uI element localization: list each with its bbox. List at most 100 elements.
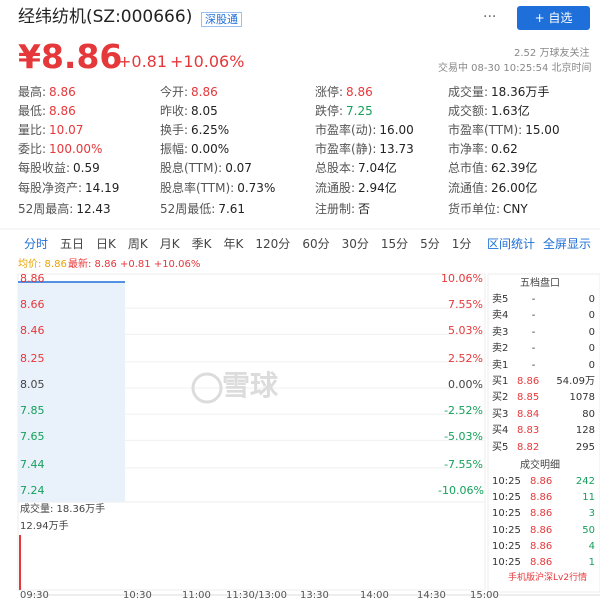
price-tick: 7.85 [20,404,45,418]
order-price: - [531,326,536,338]
trade-time: 10:25 [492,524,521,536]
trade-volume: 1 [588,557,595,568]
chart-tab[interactable]: 月K [159,237,180,251]
stat-label: 最高: [18,85,47,99]
trade-volume: 4 [588,540,595,552]
price-tick: 7.24 [20,484,45,497]
legend-avg: 均价: 8.86 [18,259,67,270]
time-tick: 10:30 [123,590,152,601]
chart-tab[interactable]: 1分 [451,237,472,251]
stat-value: 8.05 [191,104,218,118]
stat-label: 市盈率(静): [315,142,377,156]
price-change: +0.81 [118,52,168,71]
price-tick: 8.86 [20,272,45,285]
order-side: 卖3 [492,326,509,338]
stat-label: 52周最高: [18,202,74,216]
stat-label: 换手: [160,123,189,137]
chart-tab[interactable]: 120分 [255,237,291,251]
order-volume: 1078 [569,392,595,404]
stat-value: 0.07 [225,161,252,175]
stat-value: 16.00 [379,123,414,137]
stat-value: 15.00 [525,123,560,137]
stat-label: 总市值: [448,161,489,175]
order-side: 买4 [492,425,509,437]
trade-time: 10:25 [492,492,521,504]
pct-tick: 7.55% [448,298,483,312]
stat-value: 7.61 [218,202,246,216]
chart-tab[interactable]: 60分 [302,237,330,251]
order-side: 卖4 [492,310,509,322]
stat-label: 最低: [18,104,47,118]
order-price: - [531,294,536,305]
chart-tab[interactable]: 年K [223,237,244,251]
stat-label: 流通值: [448,181,489,195]
pct-tick: 2.52% [448,351,483,365]
volume-max: 12.94万手 [20,521,69,532]
order-side: 买1 [492,376,509,387]
pct-tick: -5.03% [444,430,483,444]
trade-time: 10:25 [492,508,521,520]
stat-value: 62.39亿 [491,161,538,175]
trade-volume: 11 [582,492,595,504]
followers: 2.52 万球友关注 [514,48,590,59]
stat-label: 流通股: [315,181,356,195]
pct-tick: -7.55% [444,457,483,471]
chart-tab[interactable]: 周K [127,237,148,251]
order-price: 8.85 [517,392,540,404]
order-volume: 0 [588,294,595,305]
stat-label: 市盈率(TTM): [448,123,523,137]
stat-label: 成交额: [448,104,489,118]
stat-value: 8.86 [346,85,373,99]
stat-label: 跌停: [315,104,344,118]
stat-label: 注册制: [315,202,356,216]
trade-price: 8.86 [530,557,553,568]
order-side: 买5 [492,441,509,453]
trade-price: 8.86 [530,508,553,520]
order-price: - [531,310,536,322]
side-panel [487,273,600,593]
stat-value: 8.86 [191,85,218,99]
order-volume: 128 [575,425,595,437]
price-change-pct: +10.06% [170,52,245,71]
chart-tab[interactable]: 5分 [420,237,440,251]
stat-label: 股息(TTM): [160,161,223,175]
stat-label: 委比: [18,142,47,156]
trade-volume: 3 [588,508,595,520]
order-price: 8.86 [517,376,540,387]
range-stats[interactable]: 区间统计 [487,237,536,251]
price-tick: 8.46 [20,324,45,338]
chart-tab[interactable]: 季K [191,237,212,251]
trade-time: 10:25 [492,557,521,568]
more-button[interactable]: ··· [483,9,497,25]
order-price: - [531,343,536,355]
order-side: 卖1 [492,359,509,371]
stat-value: 2.94亿 [358,181,397,195]
stat-value: 0.62 [491,142,518,156]
price-tick: 7.44 [20,457,45,471]
order-volume: 0 [588,343,595,355]
time-tick: 11:30/13:00 [226,590,288,601]
stat-value: CNY [503,202,528,216]
stat-value: 7.04亿 [358,161,397,175]
fullscreen[interactable]: 全屏显示 [543,237,592,251]
chart-tab[interactable]: 30分 [341,237,369,251]
watermark-logo [191,372,223,404]
stat-value: 8.86 [49,104,76,118]
lv2-link[interactable]: 手机版沪深Lv2行情 [508,573,588,583]
chart-tab[interactable]: 15分 [380,237,409,251]
chart-tab[interactable]: 日K [96,237,116,251]
trade-volume: 242 [575,476,595,487]
stat-label: 今开: [160,85,189,99]
chart-tab[interactable]: 五日 [60,237,85,251]
trade-time: 10:25 [492,540,521,552]
follow-button[interactable]: + 自选 [517,6,590,30]
stat-value: 1.63亿 [491,104,530,118]
chart-tab[interactable]: 分时 [24,237,49,251]
stat-label: 总股本: [315,161,356,175]
legend-latest: 最新: 8.86 +0.81 +10.06% [68,259,201,270]
stat-value: 18.36万手 [491,85,550,99]
time-tick: 14:00 [360,590,389,601]
stat-value: 6.25% [191,123,230,137]
